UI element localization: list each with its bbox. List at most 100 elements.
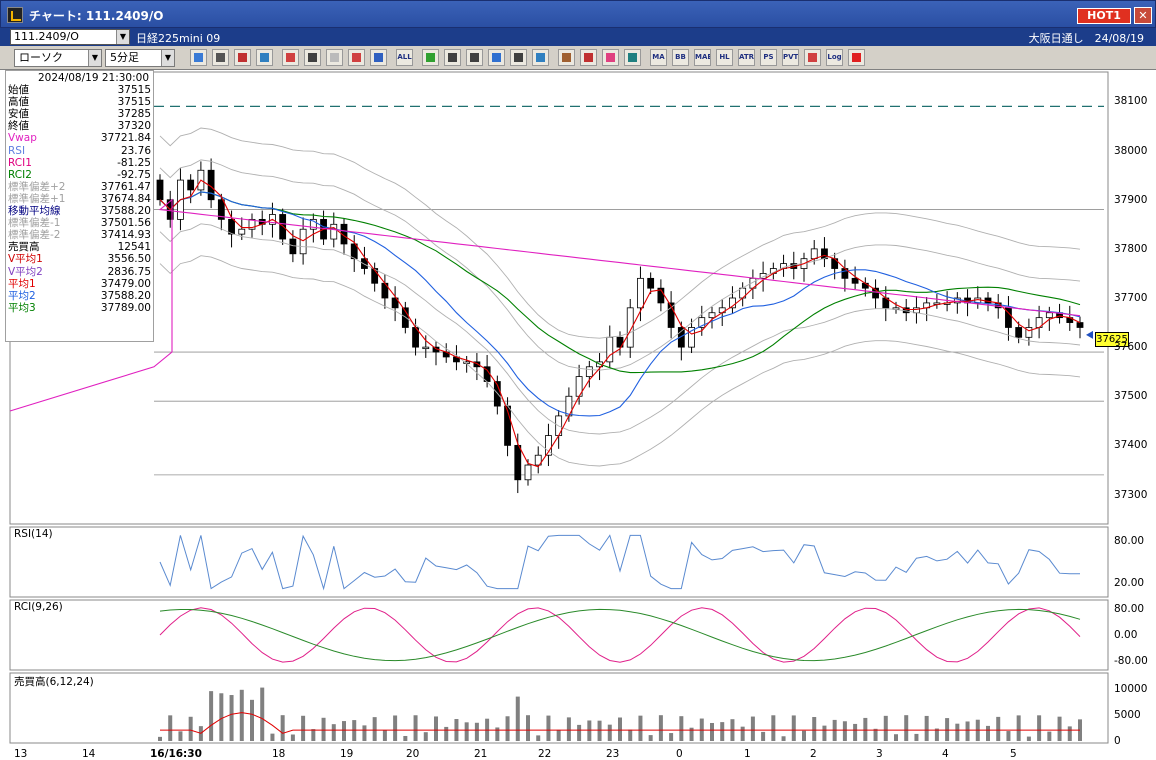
toolbar-log-button[interactable]: Log — [826, 49, 843, 66]
ohlc-row-label: RSI — [8, 144, 26, 157]
chart-type-dropdown[interactable]: ローソク ▼ — [14, 49, 102, 67]
toolbar-disabled-button[interactable] — [326, 49, 343, 66]
toolbar-ohlc-button[interactable] — [348, 49, 365, 66]
volume-bar — [945, 718, 950, 741]
ohlc-row-value: 37515 — [117, 84, 151, 97]
ohlc-row-value: 37588.20 — [100, 289, 151, 302]
toolbar-pen-button[interactable] — [422, 49, 439, 66]
ohlc-row: V平均1 3556.50 — [8, 253, 151, 265]
volume-bar — [219, 693, 224, 741]
volume-bar — [710, 722, 714, 741]
chevron-down-icon[interactable]: ▼ — [116, 30, 129, 44]
candle-body — [248, 218, 256, 230]
volume-bar — [802, 730, 806, 741]
toolbar-pencil-button[interactable] — [444, 49, 461, 66]
toolbar-ps-button[interactable]: PS — [760, 49, 777, 66]
chevron-down-icon[interactable]: ▼ — [88, 50, 101, 66]
ohlc-row: Vwap 37721.84 — [8, 132, 151, 144]
ohlc-row-value: 23.76 — [120, 144, 151, 157]
candle-body — [545, 435, 552, 456]
candle-body — [626, 307, 634, 348]
toolbar-fan-button[interactable] — [282, 49, 299, 66]
toolbar-mae-button[interactable]: MAE — [694, 49, 711, 66]
toolbar-line-button[interactable] — [488, 49, 505, 66]
volume-bar — [495, 727, 500, 741]
ohlc-row-value: 37501.56 — [100, 217, 151, 230]
ohlc-row: V平均2 2836.75 — [8, 266, 151, 278]
candle-body — [708, 312, 716, 319]
rci1-line — [159, 607, 1081, 663]
volume-average-line — [160, 712, 1080, 734]
date-axis-label: 0 — [676, 748, 683, 760]
toolbar-trash-button[interactable] — [532, 49, 549, 66]
vwap-line — [9, 198, 1081, 412]
close-icon[interactable]: ✕ — [1134, 7, 1152, 24]
ohlc-row-value: 37674.84 — [100, 192, 151, 205]
toolbar-pvt-button[interactable]: PVT — [782, 49, 799, 66]
volume-bar — [393, 715, 398, 741]
volume-bar — [689, 727, 694, 741]
price-tick-label: 37500 — [1114, 390, 1148, 403]
toolbar-frame-button[interactable] — [804, 49, 821, 66]
interval-dropdown[interactable]: 5分足 ▼ — [105, 49, 175, 67]
chevron-down-icon[interactable]: ▼ — [161, 50, 174, 66]
toolbar-clock-button[interactable] — [256, 49, 273, 66]
toolbar-bb-button[interactable]: BB — [672, 49, 689, 66]
ohlc-row-label: 終値 — [8, 120, 29, 133]
toolbar-zoom-button[interactable] — [190, 49, 207, 66]
rci-panel-label: RCI(9,26) — [14, 601, 63, 613]
hot-button[interactable]: HOT1 — [1077, 8, 1131, 24]
volume-bar — [812, 717, 817, 741]
volume-bar — [720, 722, 725, 741]
current-price-tag: 37625 — [1095, 332, 1129, 347]
volume-bar — [597, 720, 602, 741]
candle-body — [309, 218, 317, 230]
volume-bar — [423, 732, 428, 741]
toolbar-bars-button[interactable] — [370, 49, 387, 66]
toolbar-marks-button[interactable] — [234, 49, 251, 66]
volume-bar — [853, 723, 858, 741]
toolbar-arrow-button[interactable] — [466, 49, 483, 66]
symbol-bar: 111.2409/O ▼ 日経225mini 09 大阪日通し 24/08/19 — [0, 28, 1156, 46]
volume-bar — [158, 736, 162, 741]
volume-tick-label: 0 — [1114, 735, 1121, 747]
candle-body — [637, 277, 644, 309]
toolbar-doc-button[interactable] — [510, 49, 527, 66]
candle-body — [422, 346, 430, 350]
date-axis-label: 3 — [876, 748, 883, 760]
toolbar-cursor-button[interactable] — [212, 49, 229, 66]
volume-bar — [1047, 731, 1052, 741]
ohlc-row-label: 始値 — [8, 84, 29, 97]
toolbar-atr-button[interactable]: ATR — [738, 49, 755, 66]
volume-bar — [178, 731, 183, 741]
toolbar-all-button[interactable]: ALL — [396, 49, 413, 66]
ohlc-row-label: 売買高 — [8, 241, 40, 254]
ohlc-row-value: 37721.84 — [100, 132, 151, 145]
volume-bar — [587, 720, 592, 741]
ohlc-row: 高値 37515 — [8, 96, 151, 108]
date-axis-label: 2 — [810, 748, 817, 760]
volume-bar — [546, 715, 551, 741]
rci-tick-label: 80.00 — [1114, 603, 1145, 616]
candle-body — [340, 223, 348, 245]
toolbar-candles-button[interactable] — [304, 49, 321, 66]
rsi-tick-label: 20.00 — [1114, 577, 1145, 589]
toolbar-exit-button[interactable] — [848, 49, 865, 66]
symbol-dropdown[interactable]: 111.2409/O ▼ — [10, 29, 130, 45]
toolbar-indicator-button[interactable] — [624, 49, 641, 66]
candle-body — [514, 444, 522, 481]
toolbar-tools-button[interactable] — [580, 49, 597, 66]
toolbar-grid-button[interactable] — [558, 49, 575, 66]
toolbar-hl-button[interactable]: HL — [716, 49, 733, 66]
candle-body — [1045, 312, 1053, 319]
volume-bar — [403, 735, 408, 741]
ohlc-row: 標準偏差-2 37414.93 — [8, 229, 151, 241]
volume-bar — [986, 725, 990, 741]
toolbar-palette-button[interactable] — [602, 49, 619, 66]
toolbar-ma-button[interactable]: MA — [650, 49, 667, 66]
candle-body — [279, 214, 287, 240]
candle-body — [524, 464, 532, 481]
symbol-value: 111.2409/O — [14, 30, 79, 43]
volume-tick-label: 5000 — [1114, 709, 1141, 722]
